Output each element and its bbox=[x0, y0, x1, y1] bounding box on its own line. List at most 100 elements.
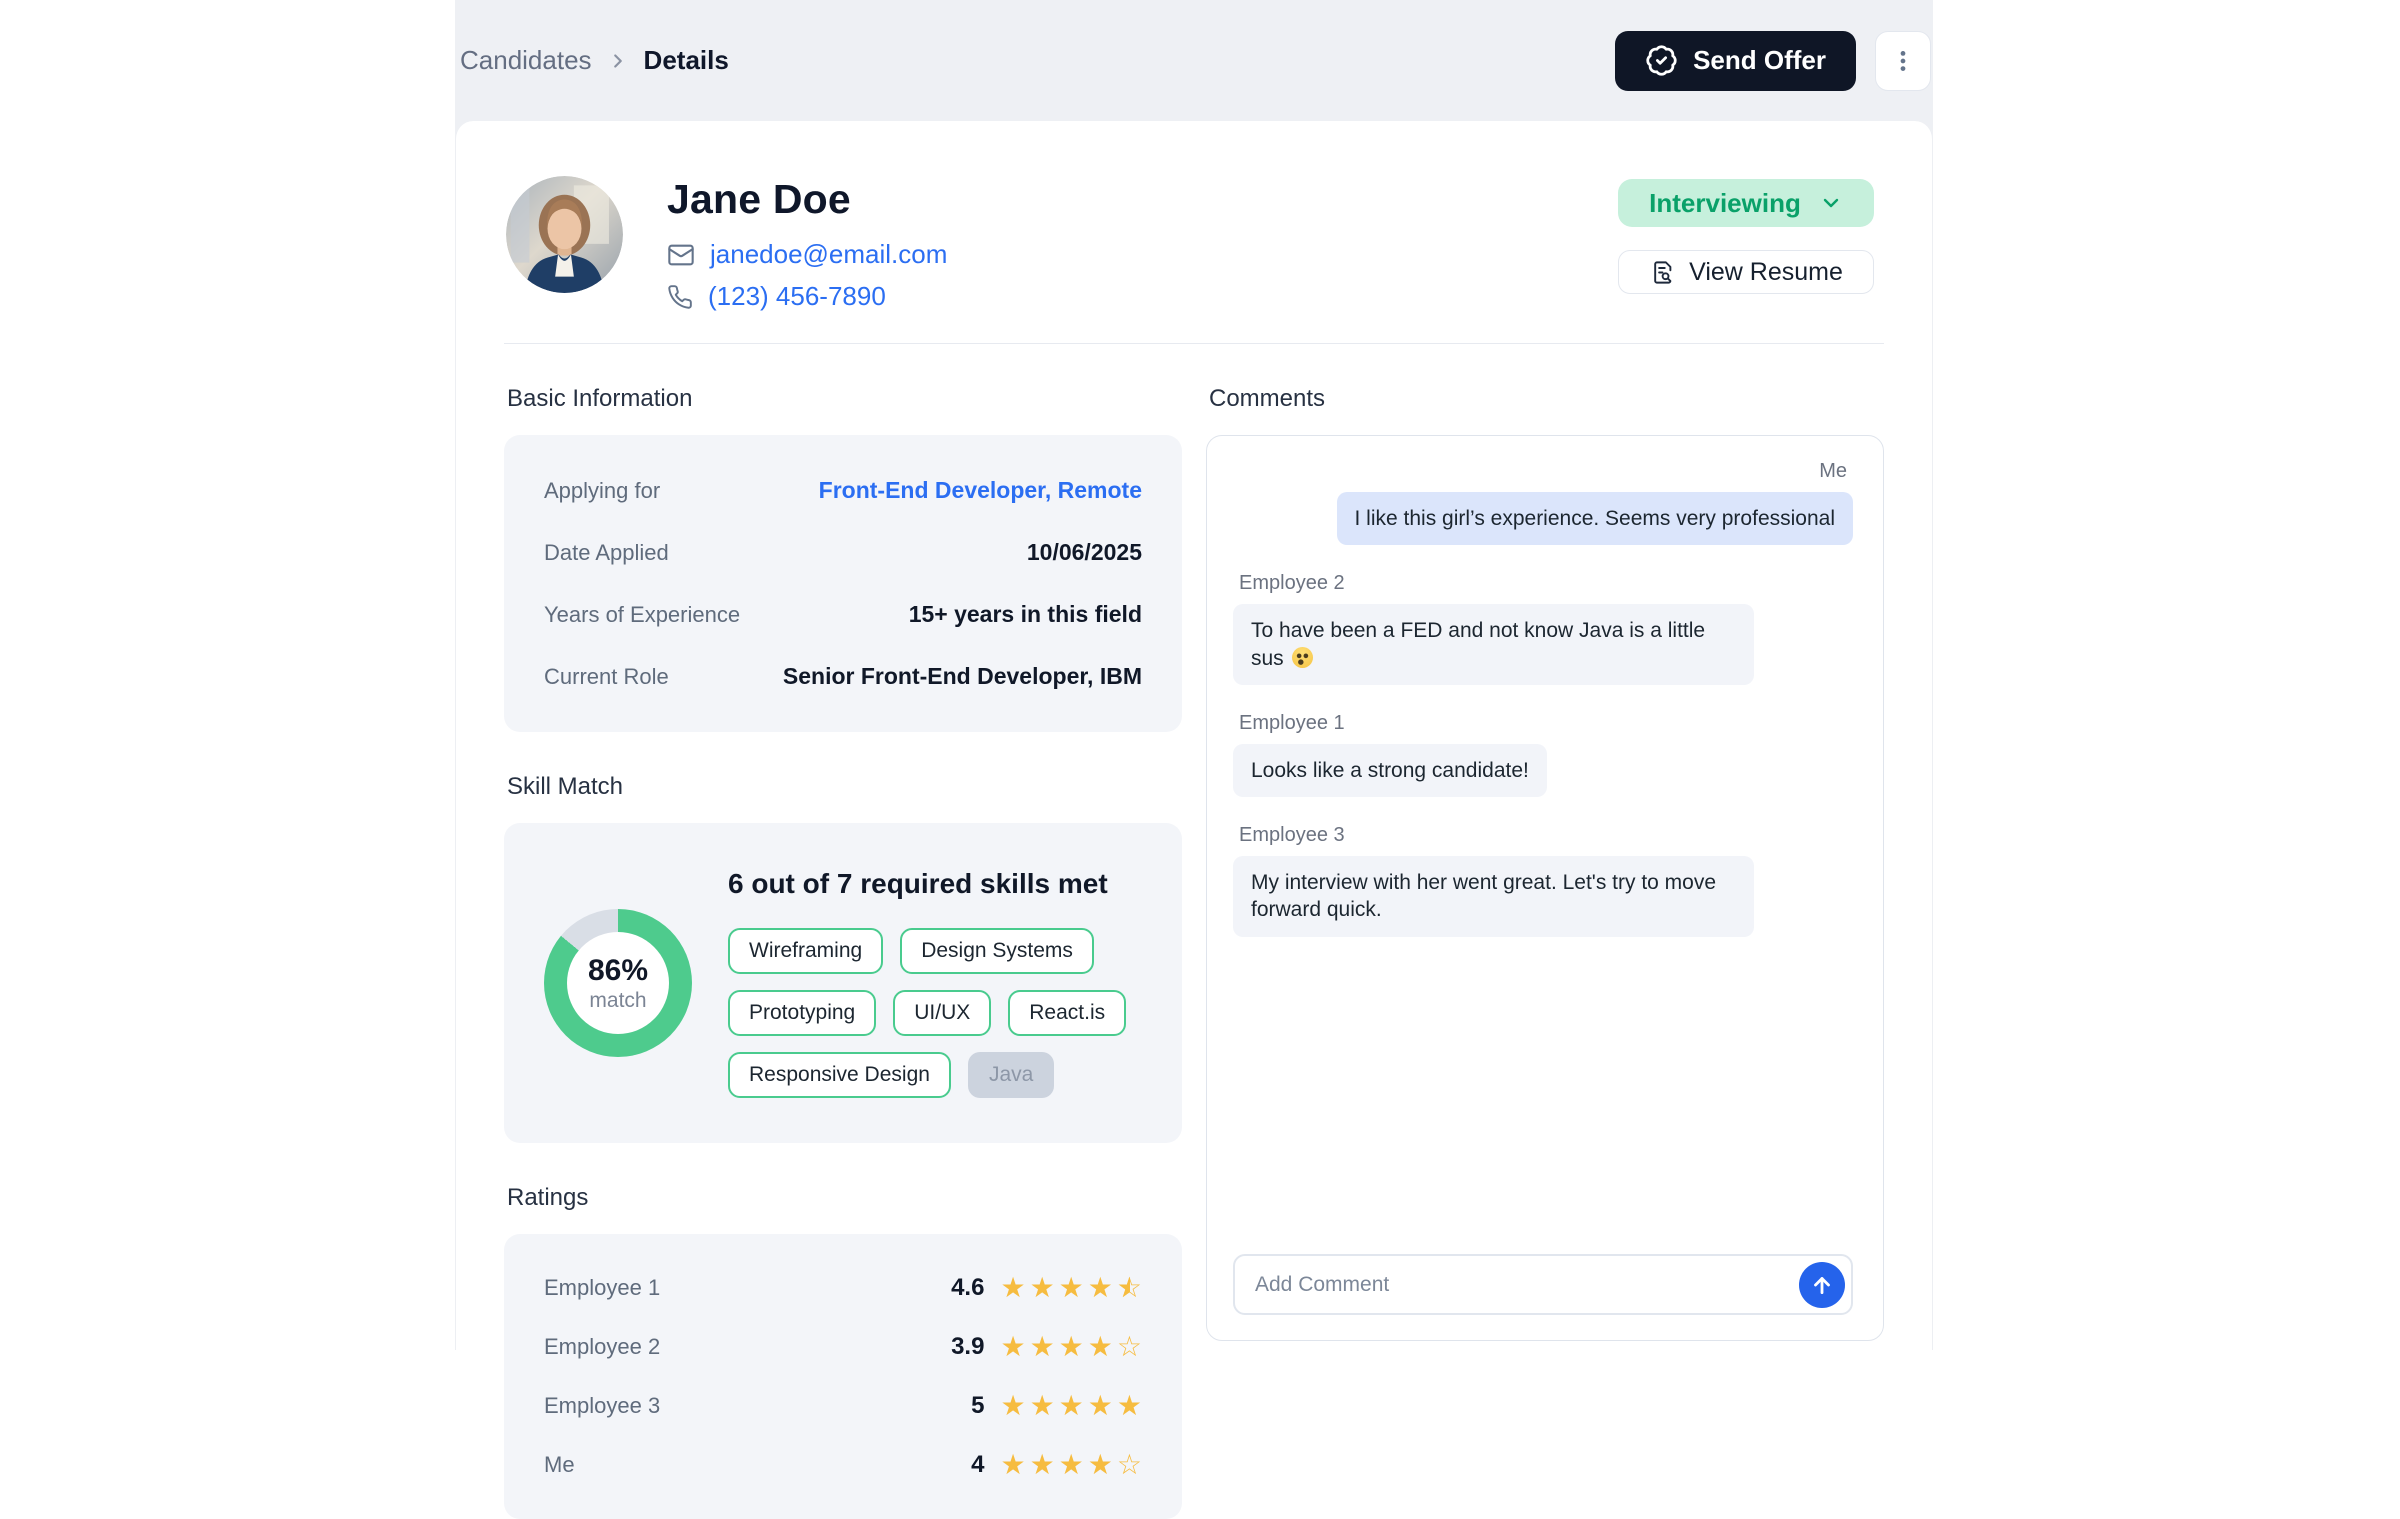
comments-title: Comments bbox=[1209, 385, 1326, 412]
breadcrumb-candidates[interactable]: Candidates bbox=[460, 45, 592, 75]
star-full-icon: ★ bbox=[1087, 1449, 1113, 1480]
comment-author: Employee 1 bbox=[1239, 711, 1345, 734]
breadcrumb: Candidates Details bbox=[460, 45, 729, 76]
skill-match-donut: 86% match bbox=[544, 909, 692, 1057]
send-offer-button[interactable]: Send Offer bbox=[1615, 30, 1856, 91]
send-offer-label: Send Offer bbox=[1693, 45, 1826, 75]
star-full-icon: ★ bbox=[1029, 1331, 1055, 1362]
rating-stars: ★ ★ ★ ★ ☆ bbox=[1000, 1451, 1142, 1479]
info-row-value: Senior Front-End Developer, IBM bbox=[782, 663, 1142, 689]
comment-message: Employee 1 Looks like a strong candidate! bbox=[1233, 711, 1853, 798]
phone-row: (123) 456-7890 bbox=[667, 281, 947, 312]
star-full-icon: ★ bbox=[1000, 1272, 1026, 1303]
star-full-icon: ★ bbox=[1029, 1390, 1055, 1421]
star-full-icon: ★ bbox=[1029, 1449, 1055, 1480]
skill-match-title: Skill Match bbox=[507, 773, 624, 800]
more-options-button[interactable] bbox=[1875, 30, 1931, 91]
add-comment-input[interactable] bbox=[1233, 1254, 1853, 1315]
rating-row: Me 4 ★ ★ ★ ★ ☆ bbox=[544, 1451, 1142, 1479]
rating-value: 3.9 bbox=[951, 1333, 985, 1360]
star-full-icon: ★ bbox=[1058, 1272, 1084, 1303]
match-percent-label: match bbox=[589, 988, 647, 1012]
rating-row: Employee 1 4.6 ★ ★ ★ ★ ★ ☆ bbox=[544, 1274, 1142, 1302]
skill-summary: 6 out of 7 required skills met Wireframi… bbox=[728, 868, 1142, 1098]
comment-author: Me bbox=[1819, 460, 1847, 482]
rating-rater-name: Employee 3 bbox=[544, 1393, 661, 1418]
candidate-email-link[interactable]: janedoe@email.com bbox=[710, 239, 948, 269]
star-full-icon: ★ bbox=[1000, 1449, 1026, 1480]
star-full-icon: ★ bbox=[1000, 1331, 1026, 1362]
match-percent: 86% bbox=[587, 953, 649, 987]
info-row-value: 10/06/2025 bbox=[1026, 539, 1142, 565]
avatar bbox=[506, 176, 623, 293]
basic-info-panel: Applying for Front-End Developer, Remote D… bbox=[504, 435, 1182, 732]
send-comment-button[interactable] bbox=[1799, 1262, 1845, 1308]
detail-body: Basic Information Applying for Front-End … bbox=[504, 344, 1884, 1519]
chevron-down-icon bbox=[1819, 191, 1843, 215]
ratings-title: Ratings bbox=[507, 1184, 589, 1211]
skill-match-panel: 86% match 6 out of 7 required skills met… bbox=[504, 823, 1182, 1143]
info-row-label: Years of Experience bbox=[544, 601, 741, 627]
basic-info-title: Basic Information bbox=[507, 385, 693, 412]
topbar-actions: Send Offer bbox=[1615, 30, 1931, 91]
comment-message: Employee 3 My interview with her went gre… bbox=[1233, 824, 1853, 937]
comment-input-row bbox=[1233, 1254, 1853, 1315]
star-full-icon: ★ bbox=[1087, 1390, 1113, 1421]
email-row: janedoe@email.com bbox=[667, 239, 947, 270]
view-resume-button[interactable]: View Resume bbox=[1618, 250, 1874, 294]
donut-center: 86% match bbox=[567, 932, 669, 1034]
comment-bubble: To have been a FED and not know Java is … bbox=[1233, 604, 1754, 685]
comment-message: Employee 2 To have been a FED and not kno… bbox=[1233, 572, 1853, 685]
rating-stars: ★ ★ ★ ★ ★ ☆ bbox=[1000, 1274, 1142, 1302]
right-column: Comments Me I like this girl’s experience… bbox=[1206, 344, 1884, 1350]
rating-row: Employee 3 5 ★ ★ ★ ★ ★ bbox=[544, 1392, 1142, 1420]
info-row-label: Current Role bbox=[544, 663, 669, 689]
candidate-phone-link[interactable]: (123) 456-7890 bbox=[708, 281, 886, 311]
star-full-icon: ★ bbox=[1087, 1272, 1113, 1303]
star-full-icon: ★ bbox=[1000, 1390, 1026, 1421]
topbar: Candidates Details Send Offer bbox=[455, 0, 1933, 121]
status-label: Interviewing bbox=[1649, 187, 1801, 218]
rating-row: Employee 2 3.9 ★ ★ ★ ★ ☆ bbox=[544, 1333, 1142, 1361]
skills-met-headline: 6 out of 7 required skills met bbox=[728, 868, 1108, 899]
thinking-emoji bbox=[1291, 646, 1313, 668]
left-column: Basic Information Applying for Front-End … bbox=[504, 344, 1182, 1519]
comment-bubble: I like this girl’s experience. Seems ver… bbox=[1336, 492, 1853, 546]
breadcrumb-details: Details bbox=[643, 45, 729, 75]
content-column: Candidates Details Send Offer bbox=[455, 0, 1933, 1519]
comment-bubble: Looks like a strong candidate! bbox=[1233, 743, 1547, 798]
info-row: Applying for Front-End Developer, Remote bbox=[544, 477, 1142, 504]
rating-value: 5 bbox=[971, 1392, 985, 1419]
star-full-icon: ★ bbox=[1029, 1272, 1055, 1303]
rating-stars: ★ ★ ★ ★ ★ bbox=[1000, 1392, 1142, 1420]
status-dropdown[interactable]: Interviewing bbox=[1618, 179, 1874, 227]
comment-author: Employee 3 bbox=[1239, 824, 1345, 847]
info-row-value[interactable]: Front-End Developer, Remote bbox=[818, 477, 1142, 503]
profile-header: Jane Doe janedoe@email.com (123) 456-789… bbox=[504, 121, 1884, 344]
view-resume-label: View Resume bbox=[1689, 257, 1843, 286]
profile-text: Jane Doe janedoe@email.com (123) 456-789… bbox=[667, 176, 947, 323]
file-search-icon bbox=[1649, 259, 1676, 286]
profile-actions: Interviewing View Resume bbox=[1618, 176, 1874, 294]
star-full-icon: ★ bbox=[1058, 1331, 1084, 1362]
chevron-right-icon bbox=[607, 50, 629, 72]
comment-bubble: My interview with her went great. Let's … bbox=[1233, 856, 1754, 937]
info-row-value: 15+ years in this field bbox=[908, 601, 1142, 627]
profile-identity: Jane Doe janedoe@email.com (123) 456-789… bbox=[506, 176, 947, 323]
comment-message-list: Me I like this girl’s experience. Seems v… bbox=[1233, 460, 1853, 1254]
ratings-panel: Employee 1 4.6 ★ ★ ★ ★ ★ ☆ Employee 2 3.9 ★ ★ ★ ★ ☆ Emp… bbox=[504, 1234, 1182, 1519]
rating-value: 4.6 bbox=[951, 1274, 985, 1301]
comment-author: Employee 2 bbox=[1239, 572, 1345, 595]
info-row-label: Applying for bbox=[544, 477, 661, 503]
rating-rater-name: Employee 2 bbox=[544, 1334, 661, 1359]
comment-message: Me I like this girl’s experience. Seems v… bbox=[1233, 460, 1853, 546]
arrow-up-icon bbox=[1809, 1272, 1835, 1298]
star-empty-icon: ☆ bbox=[1116, 1331, 1142, 1362]
star-full-icon: ★ bbox=[1116, 1390, 1142, 1421]
skill-chip: UI/UX bbox=[893, 990, 992, 1036]
mail-icon bbox=[667, 241, 695, 269]
star-full-icon: ★ bbox=[1058, 1390, 1084, 1421]
kebab-menu-icon bbox=[1890, 48, 1916, 74]
star-full-icon: ★ bbox=[1087, 1331, 1113, 1362]
skill-chip: Wireframing bbox=[728, 928, 884, 974]
